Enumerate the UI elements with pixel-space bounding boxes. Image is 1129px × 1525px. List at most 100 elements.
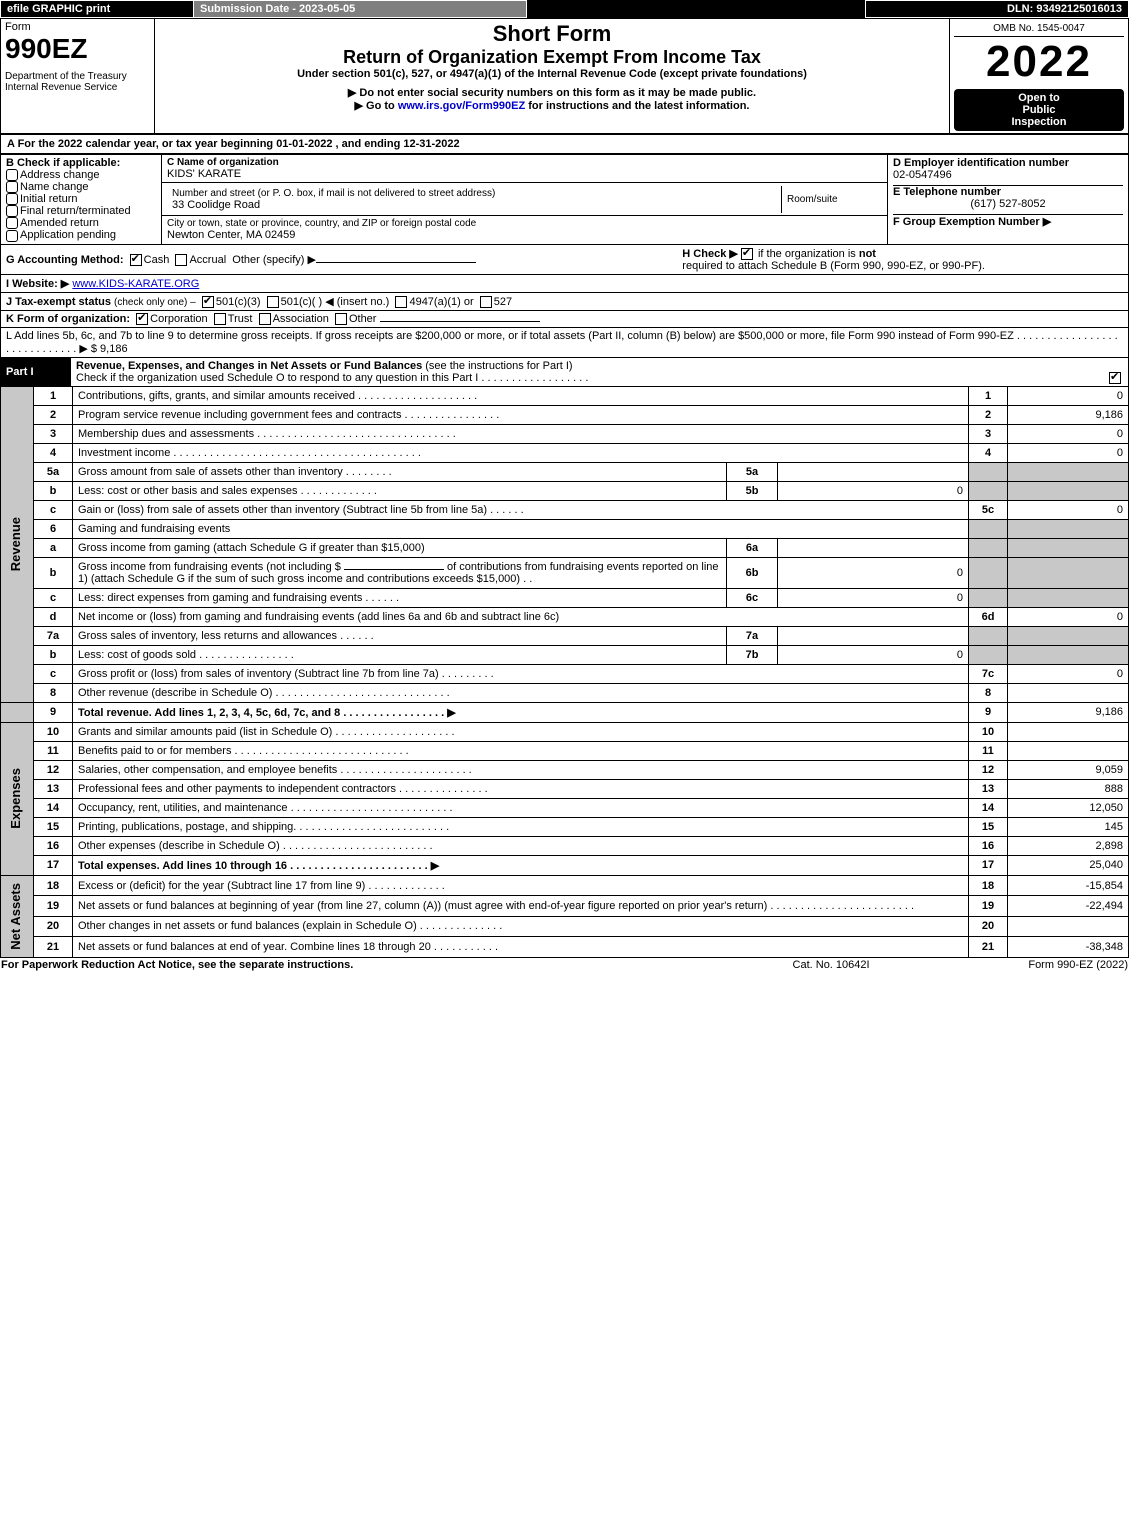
line6a-desc: Gross income from gaming (attach Schedul… (73, 538, 727, 557)
line3-rn: 3 (969, 424, 1008, 443)
line7a-desc: Gross sales of inventory, less returns a… (73, 626, 727, 645)
line4-desc: Investment income . . . . . . . . . . . … (73, 443, 969, 462)
line17-num: 17 (34, 855, 73, 875)
assoc-checkbox[interactable] (259, 313, 271, 325)
501c-checkbox[interactable] (267, 296, 279, 308)
line8-amt (1008, 683, 1129, 702)
line2-rn: 2 (969, 405, 1008, 424)
c-label: C Name of organization (167, 157, 882, 168)
line21-num: 21 (34, 937, 73, 957)
line20-desc: Other changes in net assets or fund bala… (73, 916, 969, 936)
line19-amt: -22,494 (1008, 896, 1129, 916)
line6b-sa: 0 (778, 557, 969, 588)
amended-label: Amended return (20, 217, 99, 229)
line6-num: 6 (34, 519, 73, 538)
line7a-sa (778, 626, 969, 645)
dept-label: Department of the Treasury Internal Reve… (5, 71, 150, 93)
corp-label: Corporation (150, 313, 207, 325)
city-label: City or town, state or province, country… (167, 218, 882, 229)
line7b-desc: Less: cost of goods sold . . . . . . . .… (73, 645, 727, 664)
b-label: B Check if applicable: (6, 157, 156, 169)
amended-checkbox[interactable] (6, 217, 18, 229)
line18-amt: -15,854 (1008, 875, 1129, 895)
other-org-label: Other (349, 313, 377, 325)
line10-rn: 10 (969, 722, 1008, 741)
grey-cell (1008, 557, 1129, 588)
501c3-checkbox[interactable] (202, 296, 214, 308)
cash-checkbox[interactable] (130, 254, 142, 266)
line16-desc: Other expenses (describe in Schedule O) … (73, 836, 969, 855)
j-small: (check only one) ‒ (114, 297, 196, 308)
line18-num: 18 (34, 875, 73, 895)
goto-pre: ▶ Go to (355, 100, 398, 112)
street: 33 Coolidge Road (172, 199, 776, 211)
h-text1: if the organization is (758, 248, 859, 260)
line14-rn: 14 (969, 798, 1008, 817)
line14-amt: 12,050 (1008, 798, 1129, 817)
line6d-amt: 0 (1008, 607, 1129, 626)
warning: ▶ Do not enter social security numbers o… (159, 86, 945, 99)
phone: (617) 527-8052 (893, 198, 1123, 210)
line12-num: 12 (34, 760, 73, 779)
expenses-tab: Expenses (6, 764, 25, 833)
dln: DLN: 93492125016013 (866, 1, 1129, 18)
grey-cell (1008, 462, 1129, 481)
line6d-num: d (34, 607, 73, 626)
trust-checkbox[interactable] (214, 313, 226, 325)
addr-change-checkbox[interactable] (6, 169, 18, 181)
line7c-desc: Gross profit or (loss) from sales of inv… (73, 664, 969, 683)
line7b-sub: 7b (727, 645, 778, 664)
addr-change-label: Address change (20, 169, 100, 181)
accrual-checkbox[interactable] (175, 254, 187, 266)
line21-amt: -38,348 (1008, 937, 1129, 957)
line6c-num: c (34, 588, 73, 607)
grey-cell (969, 538, 1008, 557)
line2-amt: 9,186 (1008, 405, 1129, 424)
final-return-checkbox[interactable] (6, 205, 18, 217)
name-change-checkbox[interactable] (6, 181, 18, 193)
i-label: I Website: ▶ (6, 278, 69, 290)
line15-desc: Printing, publications, postage, and shi… (73, 817, 969, 836)
4947-checkbox[interactable] (395, 296, 407, 308)
line3-amt: 0 (1008, 424, 1129, 443)
tax-year: 2022 (954, 37, 1124, 87)
line17-desc: Total expenses. Add lines 10 through 16 … (78, 860, 439, 872)
line1-rn: 1 (969, 386, 1008, 405)
line5b-sa: 0 (778, 481, 969, 500)
line18-rn: 18 (969, 875, 1008, 895)
527-label: 527 (494, 296, 512, 308)
line3-num: 3 (34, 424, 73, 443)
f-label: F Group Exemption Number ▶ (893, 214, 1123, 228)
app-pending-checkbox[interactable] (6, 230, 18, 242)
corp-checkbox[interactable] (136, 313, 148, 325)
line13-num: 13 (34, 779, 73, 798)
line16-num: 16 (34, 836, 73, 855)
city: Newton Center, MA 02459 (167, 229, 882, 241)
trust-label: Trust (228, 313, 253, 325)
irs-link[interactable]: www.irs.gov/Form990EZ (398, 100, 525, 112)
line6b-sub: 6b (727, 557, 778, 588)
501c-label: 501(c)( ) ◀ (insert no.) (281, 296, 390, 308)
form-word: Form (5, 21, 150, 33)
line7c-amt: 0 (1008, 664, 1129, 683)
h-label: H Check ▶ (682, 248, 741, 260)
527-checkbox[interactable] (480, 296, 492, 308)
line16-rn: 16 (969, 836, 1008, 855)
efile-label: efile GRAPHIC print (1, 1, 194, 18)
line7b-sa: 0 (778, 645, 969, 664)
other-org-checkbox[interactable] (335, 313, 347, 325)
website-link[interactable]: www.KIDS-KARATE.ORG (72, 278, 199, 290)
line6c-desc: Less: direct expenses from gaming and fu… (73, 588, 727, 607)
line19-rn: 19 (969, 896, 1008, 916)
line3-desc: Membership dues and assessments . . . . … (73, 424, 969, 443)
line10-desc: Grants and similar amounts paid (list in… (73, 722, 969, 741)
part1-checkbox[interactable] (1109, 372, 1121, 384)
line6d-desc: Net income or (loss) from gaming and fun… (73, 607, 969, 626)
line6-desc: Gaming and fundraising events (73, 519, 969, 538)
h-checkbox[interactable] (741, 248, 753, 260)
accrual-label: Accrual (189, 254, 226, 266)
initial-return-checkbox[interactable] (6, 193, 18, 205)
line11-rn: 11 (969, 741, 1008, 760)
line5b-num: b (34, 481, 73, 500)
section-a: A For the 2022 calendar year, or tax yea… (0, 134, 1129, 154)
